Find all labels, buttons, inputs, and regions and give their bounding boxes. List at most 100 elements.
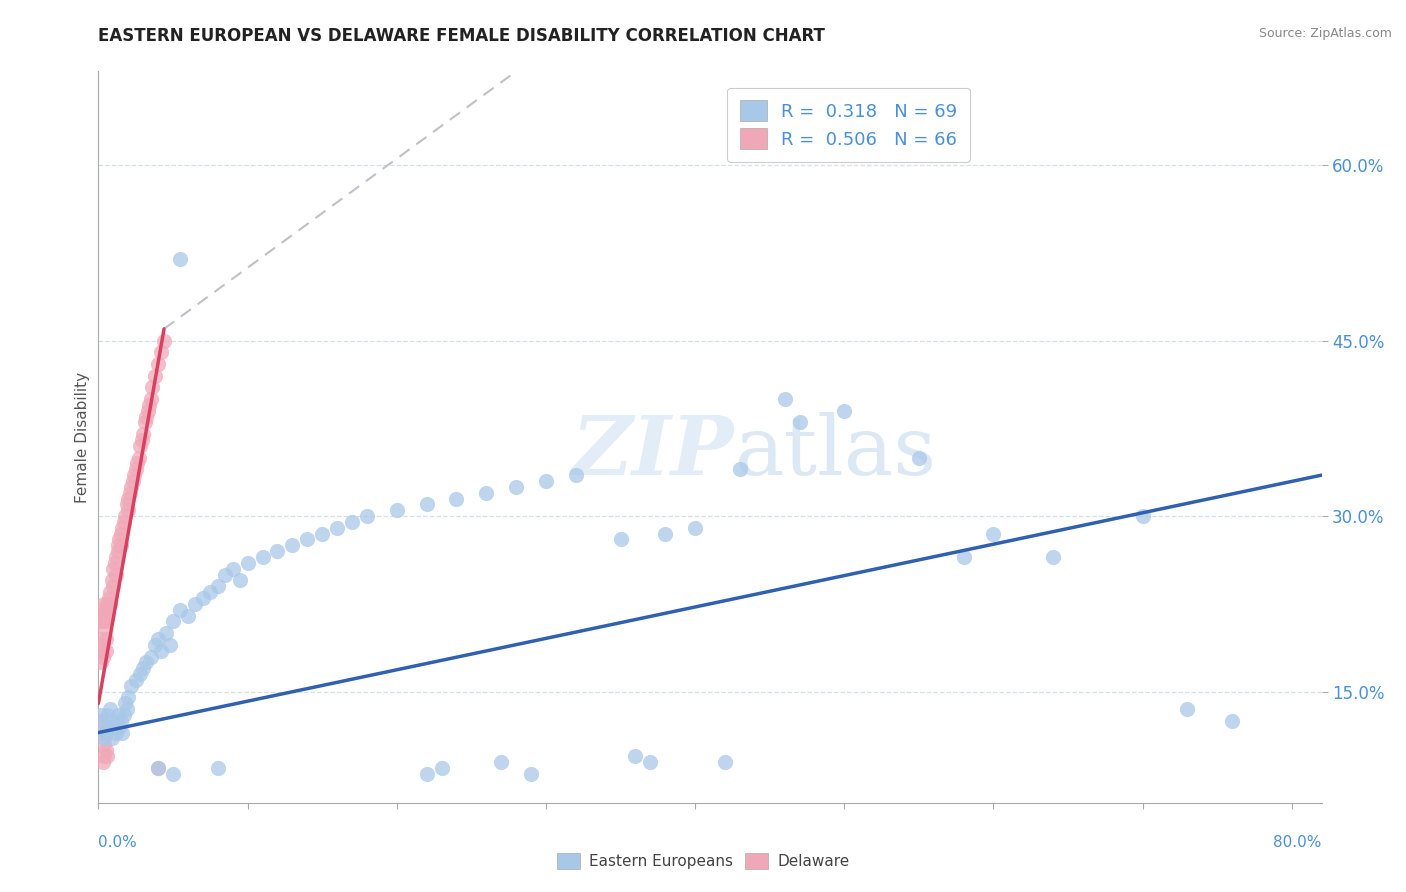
Point xyxy=(150,345,173,359)
Point xyxy=(200,585,222,599)
Point xyxy=(104,720,127,734)
Point xyxy=(534,474,557,488)
Point xyxy=(141,380,163,394)
Point xyxy=(683,521,706,535)
Point xyxy=(340,515,363,529)
Point xyxy=(93,749,115,764)
Point xyxy=(207,579,229,593)
Point xyxy=(832,403,855,417)
Point xyxy=(117,503,139,517)
Point xyxy=(91,608,114,623)
Point xyxy=(112,515,135,529)
Point xyxy=(150,643,173,657)
Point xyxy=(430,761,453,775)
Point xyxy=(624,749,647,764)
Point xyxy=(132,661,155,675)
Point xyxy=(252,549,274,564)
Point xyxy=(311,526,333,541)
Point xyxy=(107,544,129,558)
Point xyxy=(162,615,184,629)
Point xyxy=(609,533,631,547)
Legend: Eastern Europeans, Delaware: Eastern Europeans, Delaware xyxy=(551,847,855,875)
Point xyxy=(98,702,121,716)
Point xyxy=(146,761,169,775)
Point xyxy=(191,591,214,605)
Point xyxy=(125,673,148,687)
Point xyxy=(96,597,118,611)
Point xyxy=(446,491,468,506)
Point xyxy=(728,462,751,476)
Point xyxy=(221,562,243,576)
Point xyxy=(169,603,191,617)
Point xyxy=(143,368,166,383)
Point xyxy=(91,649,114,664)
Point xyxy=(111,725,134,739)
Point xyxy=(489,755,512,769)
Point xyxy=(93,597,115,611)
Point xyxy=(415,497,437,511)
Point xyxy=(1177,702,1199,716)
Point xyxy=(135,409,157,424)
Text: ZIP: ZIP xyxy=(572,412,734,491)
Point xyxy=(90,708,112,723)
Point xyxy=(91,615,114,629)
Text: EASTERN EUROPEAN VS DELAWARE FEMALE DISABILITY CORRELATION CHART: EASTERN EUROPEAN VS DELAWARE FEMALE DISA… xyxy=(98,27,825,45)
Legend: R =  0.318   N = 69, R =  0.506   N = 66: R = 0.318 N = 69, R = 0.506 N = 66 xyxy=(727,87,970,162)
Point xyxy=(96,708,118,723)
Point xyxy=(385,503,408,517)
Point xyxy=(297,533,319,547)
Point xyxy=(91,603,114,617)
Point xyxy=(139,649,162,664)
Point xyxy=(91,720,114,734)
Point xyxy=(356,509,378,524)
Point xyxy=(129,667,152,681)
Point xyxy=(131,433,153,447)
Point xyxy=(94,643,117,657)
Point xyxy=(91,755,114,769)
Point xyxy=(162,766,184,780)
Point xyxy=(714,755,737,769)
Y-axis label: Female Disability: Female Disability xyxy=(75,371,90,503)
Point xyxy=(117,491,139,506)
Point xyxy=(122,468,145,483)
Point xyxy=(108,720,131,734)
Point xyxy=(93,737,115,751)
Point xyxy=(207,761,229,775)
Point xyxy=(103,714,125,728)
Point xyxy=(136,403,159,417)
Point xyxy=(475,485,498,500)
Point xyxy=(146,632,169,646)
Point xyxy=(108,533,131,547)
Point xyxy=(121,474,143,488)
Point xyxy=(94,603,117,617)
Point xyxy=(94,743,117,757)
Point xyxy=(98,585,121,599)
Point xyxy=(135,656,157,670)
Point xyxy=(520,766,543,780)
Point xyxy=(90,632,112,646)
Point xyxy=(96,749,118,764)
Point xyxy=(94,615,117,629)
Point xyxy=(97,597,120,611)
Point xyxy=(104,556,127,570)
Point xyxy=(1132,509,1154,524)
Point xyxy=(177,608,200,623)
Point xyxy=(107,538,129,552)
Point xyxy=(93,731,115,746)
Point xyxy=(110,714,132,728)
Point xyxy=(114,696,136,710)
Text: 0.0%: 0.0% xyxy=(98,835,138,850)
Point xyxy=(120,679,142,693)
Point xyxy=(120,480,142,494)
Point xyxy=(134,416,156,430)
Point xyxy=(117,690,139,705)
Point xyxy=(159,638,181,652)
Point xyxy=(326,521,349,535)
Point xyxy=(112,708,135,723)
Point xyxy=(415,766,437,780)
Point xyxy=(229,574,252,588)
Point xyxy=(266,544,288,558)
Point xyxy=(153,334,176,348)
Point xyxy=(103,562,125,576)
Point xyxy=(107,708,129,723)
